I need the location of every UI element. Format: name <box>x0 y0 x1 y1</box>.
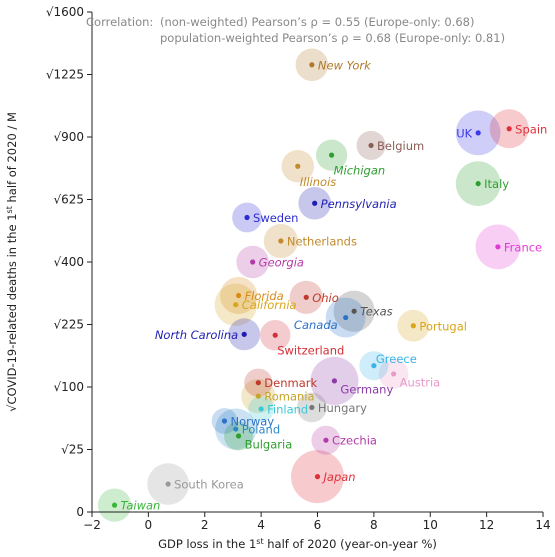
point-denmark <box>255 380 261 386</box>
label-finland: Finland <box>267 402 308 416</box>
point-france <box>495 244 501 250</box>
point-north-carolina <box>241 331 247 337</box>
label-bulgaria: Bulgaria <box>245 437 293 451</box>
point-taiwan <box>111 502 118 508</box>
label-ohio: Ohio <box>312 291 339 305</box>
x-tick-label: 2 <box>201 518 209 532</box>
point-spain <box>506 126 512 132</box>
label-south-korea: South Korea <box>174 478 244 492</box>
point-pennsylvania <box>312 200 318 206</box>
label-netherlands: Netherlands <box>287 235 357 249</box>
point-czechia <box>323 437 329 443</box>
label-czechia: Czechia <box>332 434 377 448</box>
point-poland <box>233 426 239 432</box>
label-romania: Romania <box>264 390 314 404</box>
point-ohio <box>303 294 309 300</box>
point-michigan <box>328 152 335 158</box>
point-hungary <box>309 404 315 411</box>
x-tick-label: 0 <box>145 518 153 532</box>
label-poland: Poland <box>242 423 280 437</box>
point-south-korea <box>165 481 171 487</box>
point-italy <box>475 181 481 187</box>
label-germany: Germany <box>340 382 393 396</box>
point-japan <box>314 474 321 480</box>
x-tick-label: −2 <box>83 518 101 532</box>
y-tick-label: √100 <box>53 380 84 394</box>
point-texas <box>351 308 357 314</box>
y-tick-label: 0 <box>76 505 84 519</box>
point-sweden <box>244 214 250 221</box>
label-pennsylvania: Pennsylvania <box>321 197 397 211</box>
y-tick-label: √1225 <box>46 68 84 82</box>
x-tick-label: 6 <box>314 518 322 532</box>
label-sweden: Sweden <box>253 211 298 225</box>
point-belgium <box>368 142 374 149</box>
correlation-line-1: (non-weighted) Pearson’s ρ = 0.55 (Europ… <box>160 15 474 29</box>
point-netherlands <box>278 238 284 244</box>
x-tick-label: 10 <box>423 518 438 532</box>
point-georgia <box>250 259 256 265</box>
label-greece: Greece <box>376 352 417 366</box>
point-california <box>233 302 239 308</box>
x-tick-label: 14 <box>535 518 550 532</box>
point-bulgaria <box>235 433 242 439</box>
label-belgium: Belgium <box>377 139 424 153</box>
point-new-york <box>309 62 315 68</box>
point-finland <box>258 406 264 412</box>
point-romania <box>255 393 261 399</box>
correlation-prefix: Correlation: <box>86 15 153 29</box>
label-switzerland: Switzerland <box>277 344 344 358</box>
label-california: California <box>242 298 297 312</box>
label-portugal: Portugal <box>419 319 467 333</box>
point-austria <box>391 371 397 377</box>
label-uk: UK <box>456 126 472 140</box>
point-florida <box>235 292 242 299</box>
label-denmark: Denmark <box>264 376 317 390</box>
label-georgia: Georgia <box>259 256 304 270</box>
x-tick-label: 8 <box>370 518 378 532</box>
label-michigan: Michigan <box>334 164 386 178</box>
y-tick-label: √900 <box>53 130 84 144</box>
label-france: France <box>504 240 542 254</box>
bubble-layer <box>97 48 529 522</box>
point-greece <box>371 363 377 369</box>
y-tick-label: √400 <box>53 255 84 269</box>
label-spain: Spain <box>515 122 547 136</box>
label-florida: Florida <box>245 289 284 303</box>
y-tick-label: √225 <box>53 318 84 332</box>
point-uk <box>475 130 481 136</box>
label-italy: Italy <box>484 177 509 191</box>
label-canada: Canada <box>294 318 338 332</box>
x-tick-label: 12 <box>479 518 494 532</box>
point-portugal <box>410 323 416 329</box>
point-norway <box>221 418 228 424</box>
label-austria: Austria <box>400 375 441 389</box>
label-norway: Norway <box>230 414 274 428</box>
x-tick-label: 4 <box>257 518 265 532</box>
label-hungary: Hungary <box>318 401 367 415</box>
y-tick-label: √25 <box>61 443 84 457</box>
label-japan: Japan <box>322 470 356 484</box>
label-texas: Texas <box>360 305 393 319</box>
point-switzerland <box>272 332 278 338</box>
point-canada <box>343 314 349 321</box>
correlation-line-2: population-weighted Pearson’s ρ = 0.68 (… <box>160 31 505 45</box>
label-illinois: Illinois <box>300 175 337 189</box>
label-taiwan: Taiwan <box>121 499 161 513</box>
point-illinois <box>295 163 301 169</box>
y-tick-label: √1600 <box>46 5 84 19</box>
y-tick-label: √625 <box>53 193 84 207</box>
label-north-carolina: North Carolina <box>155 328 238 342</box>
y-axis-label: √COVID-19-related deaths in the 1st half… <box>5 112 19 412</box>
x-axis-label: GDP loss in the 1st half of 2020 (year-o… <box>158 537 437 551</box>
axes-layer: −2 0 2 4 6 8 10 12 140√25√100√225√400√625√900√12… <box>5 5 551 551</box>
label-new-york: New York <box>318 58 372 72</box>
point-germany <box>331 378 338 384</box>
